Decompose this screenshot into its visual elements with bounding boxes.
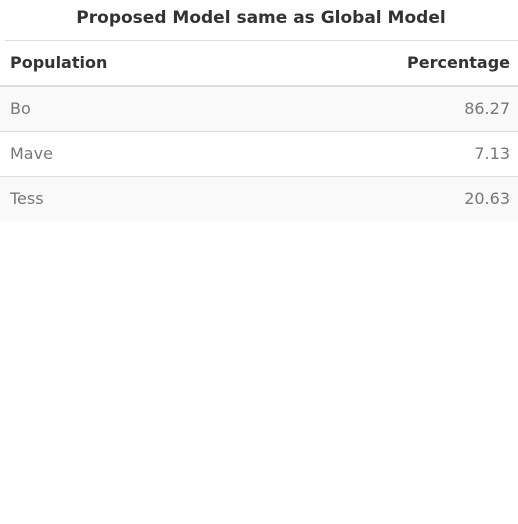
table-body: Bo 86.27 Mave 7.13 Tess 20.63 <box>0 87 518 221</box>
table-row: Mave 7.13 <box>0 132 518 177</box>
population-cell: Tess <box>10 189 44 208</box>
table-row: Tess 20.63 <box>0 177 518 221</box>
table-title: Proposed Model same as Global Model <box>76 8 446 28</box>
percentage-cell: 7.13 <box>474 144 510 163</box>
column-header-population: Population <box>10 53 108 72</box>
population-cell: Bo <box>10 99 31 118</box>
title-divider <box>5 40 518 41</box>
table-header-row: Population Percentage <box>0 41 518 87</box>
column-header-percentage: Percentage <box>407 53 510 72</box>
population-cell: Mave <box>10 144 53 163</box>
table-row: Bo 86.27 <box>0 87 518 132</box>
percentage-cell: 20.63 <box>464 189 510 208</box>
percentage-cell: 86.27 <box>464 99 510 118</box>
